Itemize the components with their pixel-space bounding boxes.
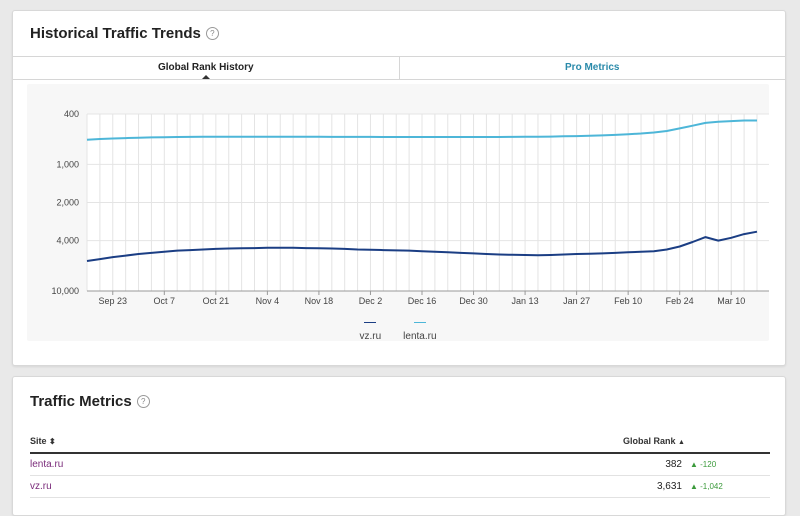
traffic-metrics-table: Site ⬍ Global Rank ▲ lenta.ru 382 ▲ -120… bbox=[30, 432, 770, 498]
y-tick-label: 4,000 bbox=[56, 236, 79, 246]
global-rank-value: 382 bbox=[665, 459, 682, 470]
historical-traffic-title-text: Historical Traffic Trends bbox=[30, 25, 201, 42]
tab-global-rank-history[interactable]: Global Rank History bbox=[13, 57, 400, 79]
x-tick-label: Feb 10 bbox=[614, 296, 642, 306]
table-header: Site ⬍ Global Rank ▲ bbox=[30, 432, 770, 454]
x-tick-label: Mar 10 bbox=[717, 296, 745, 306]
chart-legend: vz.ru lenta.ru bbox=[27, 322, 769, 342]
x-tick-label: Dec 2 bbox=[359, 296, 383, 306]
traffic-metrics-title-text: Traffic Metrics bbox=[30, 393, 132, 410]
y-tick-label: 1,000 bbox=[56, 159, 79, 169]
global-rank-value: 3,631 bbox=[656, 481, 682, 492]
column-header-global-rank[interactable]: Global Rank ▲ bbox=[623, 436, 685, 446]
series-line-vz bbox=[86, 230, 758, 262]
legend-swatch-vz bbox=[364, 322, 377, 323]
y-tick-label: 2,000 bbox=[56, 198, 79, 208]
y-tick-label: 400 bbox=[64, 109, 79, 119]
site-link[interactable]: lenta.ru bbox=[30, 459, 64, 470]
site-link[interactable]: vz.ru bbox=[30, 481, 52, 492]
question-circle-icon[interactable]: ? bbox=[205, 27, 219, 40]
table-row: lenta.ru 382 ▲ -120 bbox=[30, 454, 770, 476]
rank-history-chart-svg: 400 1,000 2,000 4,000 10,000 Sep 23 Oct 7 Oct 2… bbox=[51, 109, 769, 306]
series-line-lenta bbox=[86, 119, 757, 141]
x-tick-label: Nov 4 bbox=[256, 296, 280, 306]
legend-item-vz[interactable]: vz.ru bbox=[359, 322, 381, 342]
sort-icon: ⬍ bbox=[49, 437, 56, 446]
question-circle-icon[interactable]: ? bbox=[136, 395, 150, 408]
historical-traffic-title: Historical Traffic Trends ? bbox=[30, 25, 219, 42]
column-header-site[interactable]: Site ⬍ bbox=[30, 436, 56, 446]
x-tick-label: Oct 7 bbox=[154, 296, 176, 306]
legend-label-vz: vz.ru bbox=[359, 331, 382, 342]
traffic-metrics-title: Traffic Metrics ? bbox=[30, 393, 150, 410]
historical-traffic-card: Historical Traffic Trends ? Global Rank … bbox=[12, 10, 786, 366]
column-header-site-label: Site bbox=[30, 436, 47, 446]
x-tick-label: Jan 27 bbox=[563, 296, 590, 306]
column-header-global-rank-label: Global Rank bbox=[623, 436, 676, 446]
x-tick-label: Jan 13 bbox=[512, 296, 539, 306]
table-row: vz.ru 3,631 ▲ -1,042 bbox=[30, 476, 770, 498]
traffic-metrics-card: Traffic Metrics ? Site ⬍ Global Rank ▲ l… bbox=[12, 376, 786, 516]
x-tick-label: Sep 23 bbox=[99, 296, 128, 306]
tab-pro-metrics[interactable]: Pro Metrics bbox=[565, 62, 620, 73]
sort-asc-icon: ▲ bbox=[678, 439, 685, 446]
y-tick-label: 10,000 bbox=[51, 286, 79, 296]
chart-tabs: Global Rank History Pro Metrics bbox=[13, 56, 785, 80]
legend-label-lenta: lenta.ru bbox=[403, 331, 437, 342]
legend-item-lenta[interactable]: lenta.ru bbox=[403, 322, 437, 342]
x-tick-label: Dec 30 bbox=[459, 296, 488, 306]
x-tick-label: Dec 16 bbox=[408, 296, 437, 306]
x-tick-label: Oct 21 bbox=[203, 296, 230, 306]
x-tick-label: Nov 18 bbox=[305, 296, 334, 306]
rank-delta: ▲ -1,042 bbox=[690, 482, 723, 491]
x-tick-label: Feb 24 bbox=[666, 296, 694, 306]
rank-delta: ▲ -120 bbox=[690, 460, 717, 469]
rank-history-chart: 400 1,000 2,000 4,000 10,000 Sep 23 Oct 7 Oct 2… bbox=[27, 84, 769, 342]
legend-swatch-lenta bbox=[413, 322, 426, 323]
